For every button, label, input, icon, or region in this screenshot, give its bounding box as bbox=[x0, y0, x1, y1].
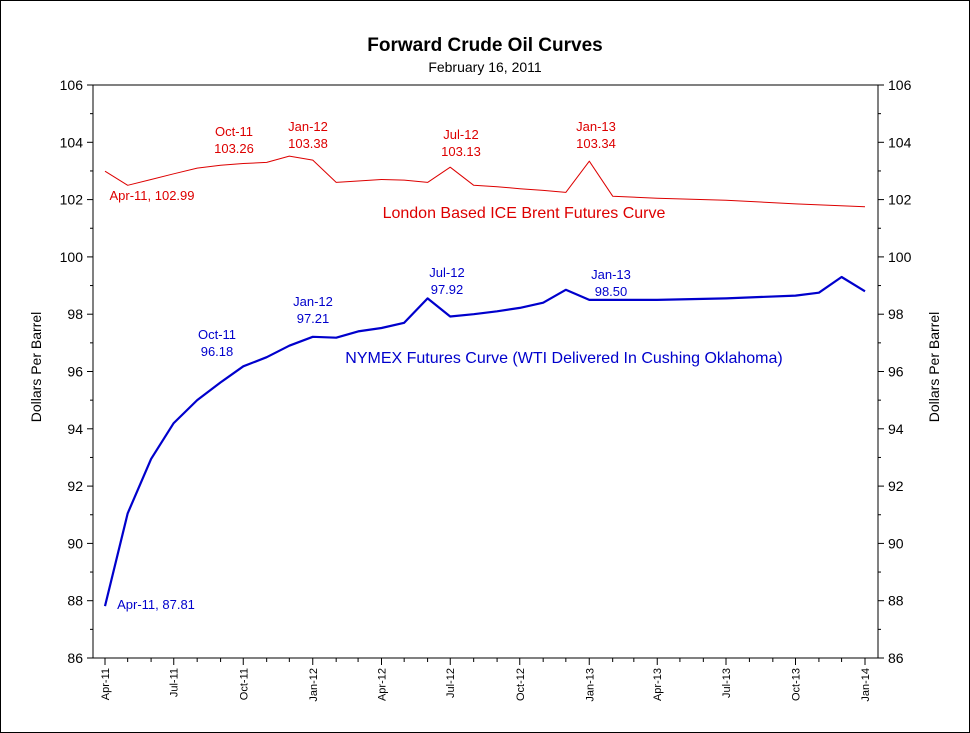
x-axis-ticks: Apr-11 Jul-11 Oct-11 Jan-12 Apr-12 Jul-12 Oct-… bbox=[100, 658, 872, 702]
annotation-value: 98.50 bbox=[595, 284, 628, 299]
annotation-label: Jul-12 bbox=[429, 265, 464, 280]
x-tick-label: Apr-13 bbox=[652, 668, 664, 701]
y-tick-label-left: 102 bbox=[60, 192, 84, 208]
annotation-label: Jul-12 bbox=[443, 127, 478, 142]
annotation-label: Jan-12 bbox=[288, 119, 328, 134]
annotation-value: 103.26 bbox=[214, 141, 254, 156]
series-label-brent: London Based ICE Brent Futures Curve bbox=[383, 205, 666, 222]
y-tick-label-left: 92 bbox=[67, 478, 83, 494]
y-tick-label-right: 96 bbox=[888, 364, 904, 380]
y-tick-label-right: 98 bbox=[888, 306, 904, 322]
x-tick-label: Jan-12 bbox=[308, 668, 320, 702]
series-line-nymex bbox=[103, 275, 866, 607]
annotation-label: Apr-11, 87.81 bbox=[117, 597, 195, 612]
y-tick-label-right: 90 bbox=[888, 535, 904, 551]
x-tick-label: Jan-14 bbox=[860, 668, 872, 702]
x-tick-label: Jul-13 bbox=[721, 668, 733, 698]
y-tick-label-right: 102 bbox=[888, 192, 912, 208]
plot-area bbox=[92, 84, 879, 659]
y-tick-label-left: 86 bbox=[67, 650, 83, 666]
x-tick-label: Jul-12 bbox=[445, 668, 457, 698]
y-tick-label-right: 106 bbox=[888, 77, 912, 93]
annotation-label: Jan-12 bbox=[293, 294, 333, 309]
y-tick-label-left: 94 bbox=[67, 421, 83, 437]
y-tick-label-left: 98 bbox=[67, 306, 83, 322]
chart-title: Forward Crude Oil Curves bbox=[367, 35, 602, 56]
y-tick-label-right: 86 bbox=[888, 650, 904, 666]
y-tick-label-right: 92 bbox=[888, 478, 904, 494]
chart-subtitle: February 16, 2011 bbox=[428, 59, 542, 75]
series-line-brent bbox=[104, 155, 866, 208]
x-tick-label: Oct-13 bbox=[790, 668, 802, 701]
y-tick-label-right: 94 bbox=[888, 421, 904, 437]
series-label-nymex: NYMEX Futures Curve (WTI Delivered In Cu… bbox=[345, 350, 782, 367]
y-tick-label-left: 100 bbox=[60, 249, 84, 265]
annotation-label: Jan-13 bbox=[576, 119, 616, 134]
x-tick-label: Jan-13 bbox=[584, 668, 596, 702]
annotation-value: 96.18 bbox=[201, 344, 234, 359]
y-axis-label-right: Dollars Per Barrel bbox=[926, 312, 942, 422]
y-tick-label-right: 100 bbox=[888, 249, 912, 265]
x-tick-label: Oct-12 bbox=[515, 668, 527, 701]
y-axis-ticks: 86 86 88 88 90 90 92 92 94 94 96 96 98 98 100 100 102 102… bbox=[60, 77, 912, 666]
annotation-label: Oct-11 bbox=[215, 124, 253, 139]
annotation-label: Jan-13 bbox=[591, 267, 631, 282]
x-tick-label: Oct-11 bbox=[238, 668, 250, 700]
annotation-value: 103.38 bbox=[288, 136, 328, 151]
x-tick-label: Jul-11 bbox=[169, 668, 181, 697]
y-tick-label-left: 88 bbox=[67, 593, 83, 609]
x-tick-label: Apr-12 bbox=[377, 668, 389, 701]
y-tick-label-left: 106 bbox=[60, 77, 84, 93]
annotation-label: Oct-11 bbox=[198, 327, 236, 342]
y-tick-label-left: 96 bbox=[67, 364, 83, 380]
y-tick-label-left: 90 bbox=[67, 535, 83, 551]
y-tick-label-right: 88 bbox=[888, 593, 904, 609]
annotation-value: 97.21 bbox=[297, 311, 330, 326]
y-tick-label-right: 104 bbox=[888, 134, 912, 150]
annotation-layer: Apr-11, 102.99 Oct-11 103.26 Jan-12 103.38 Ju… bbox=[109, 119, 630, 612]
series-layer bbox=[103, 155, 866, 607]
annotation-value: 103.34 bbox=[576, 136, 616, 151]
annotation-label: Apr-11, 102.99 bbox=[109, 188, 194, 203]
annotation-value: 97.92 bbox=[431, 282, 464, 297]
y-axis-label-left: Dollars Per Barrel bbox=[28, 312, 44, 422]
y-tick-label-left: 104 bbox=[60, 134, 84, 150]
annotation-value: 103.13 bbox=[441, 144, 481, 159]
x-tick-label: Apr-11 bbox=[100, 668, 112, 700]
